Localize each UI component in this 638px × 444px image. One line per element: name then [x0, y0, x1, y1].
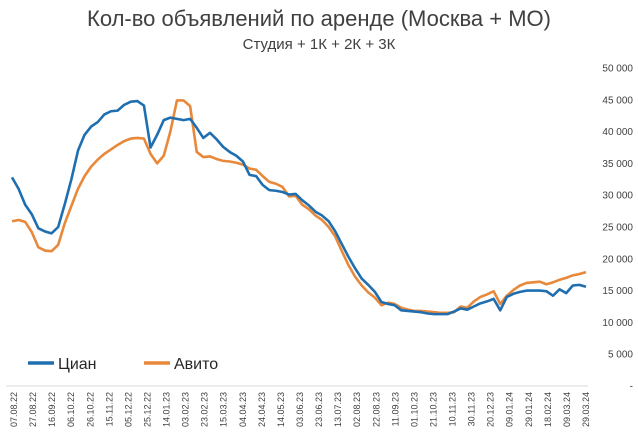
chart-subtitle: Студия + 1К + 2К + 3К — [242, 36, 396, 53]
y-axis-ticks: - 5 000 10 000 15 000 20 000 25 000 30 000 35 0… — [602, 64, 633, 393]
y-tick-label: 45 000 — [602, 95, 633, 106]
x-tick-label: 21.10.23 — [429, 392, 439, 427]
x-tick-label: 24.04.23 — [257, 392, 267, 427]
x-tick-label: 03.06.23 — [295, 392, 305, 427]
legend-box — [14, 346, 262, 380]
x-tick-label: 16.09.22 — [47, 392, 57, 427]
x-tick-label: 22.08.23 — [371, 392, 381, 427]
x-tick-label: 07.08.22 — [9, 392, 19, 427]
x-tick-label: 05.12.22 — [123, 392, 133, 427]
y-tick-label: 15 000 — [602, 286, 633, 297]
plot-area — [6, 66, 588, 386]
legend-label-cian: Циан — [58, 356, 97, 373]
series-line-cian — [10, 99, 587, 316]
x-tick-label: 15.03.23 — [219, 392, 229, 427]
x-tick-label: 27.08.22 — [28, 392, 38, 427]
x-tick-label: 30.11.23 — [467, 392, 477, 426]
x-tick-label: 09.01.24 — [505, 392, 515, 427]
x-tick-label: 04.04.23 — [238, 392, 248, 427]
x-tick-label: 09.03.24 — [562, 392, 572, 427]
x-axis-ticks: 07.08.22 27.08.22 16.09.22 06.10.22 26.10.22… — [9, 392, 591, 427]
y-tick-label: - — [630, 382, 633, 393]
legend: Циан Авито — [14, 346, 262, 380]
y-tick-label: 50 000 — [602, 64, 633, 75]
legend-label-avito: Авито — [174, 356, 218, 373]
y-tick-label: 40 000 — [602, 127, 633, 138]
x-tick-label: 01.10.23 — [409, 392, 419, 427]
y-tick-label: 20 000 — [602, 254, 633, 265]
x-tick-label: 06.10.22 — [66, 392, 76, 427]
x-tick-label: 29.01.24 — [524, 392, 534, 427]
series-lines — [10, 99, 587, 316]
y-tick-label: 10 000 — [602, 318, 633, 329]
x-tick-label: 23.02.23 — [200, 392, 210, 427]
y-tick-label: 25 000 — [602, 223, 633, 234]
x-tick-label: 15.11.22 — [104, 392, 114, 426]
x-tick-label: 18.02.24 — [543, 392, 553, 427]
x-tick-label: 03.02.23 — [181, 392, 191, 427]
x-tick-label: 14.05.23 — [276, 392, 286, 427]
x-tick-label: 02.08.23 — [352, 392, 362, 427]
x-tick-label: 29.03.24 — [581, 392, 591, 427]
x-tick-label: 20.12.23 — [486, 392, 496, 427]
y-tick-label: 35 000 — [602, 159, 633, 170]
y-tick-label: 30 000 — [602, 191, 633, 202]
x-tick-label: 14.01.23 — [162, 392, 172, 427]
x-tick-label: 26.10.22 — [85, 392, 95, 427]
y-tick-label: 5 000 — [608, 350, 633, 361]
chart-title: Кол-во объявлений по аренде (Москва + МО… — [87, 6, 551, 31]
series-line-avito — [11, 99, 587, 315]
x-tick-label: 11.09.23 — [390, 392, 400, 426]
x-tick-label: 23.06.23 — [314, 392, 324, 427]
x-tick-label: 25.12.22 — [143, 392, 153, 427]
x-tick-label: 10.11.23 — [448, 392, 458, 426]
x-tick-label: 13.07.23 — [333, 392, 343, 427]
